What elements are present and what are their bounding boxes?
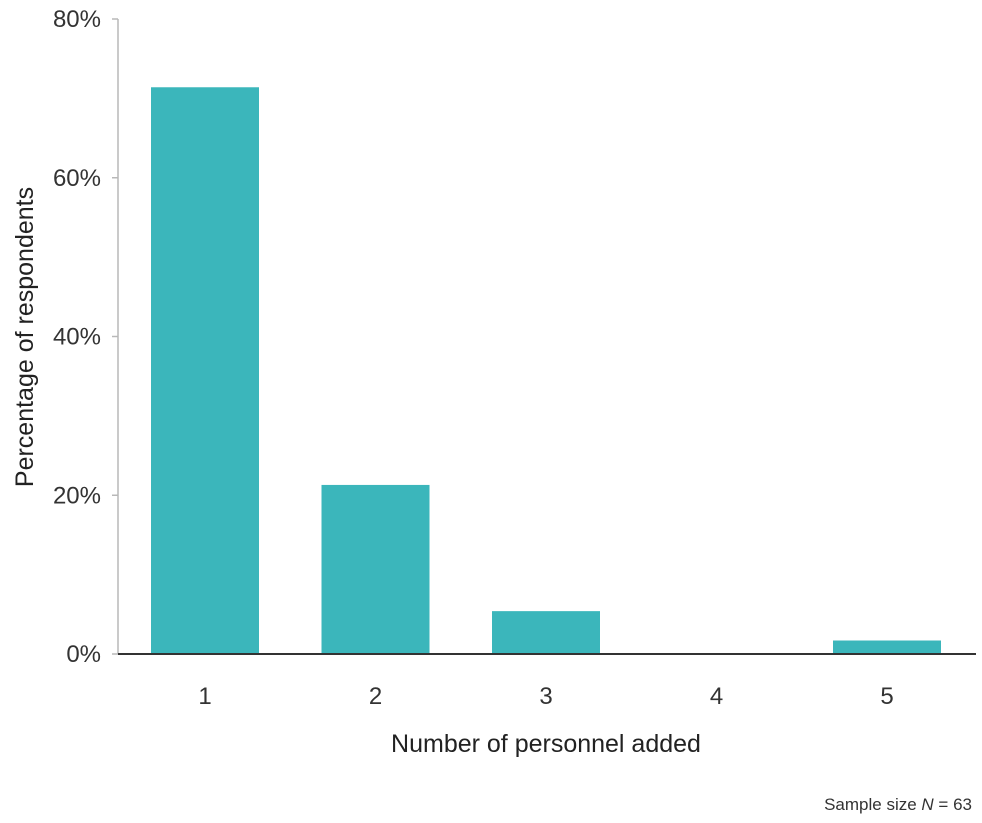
x-axis-title: Number of personnel added xyxy=(391,730,701,758)
x-tick-label: 4 xyxy=(710,683,723,710)
y-axis-title: Percentage of respondents xyxy=(11,187,39,487)
bars xyxy=(151,87,941,654)
sample-size-n: N xyxy=(921,795,934,814)
y-tick-label: 60% xyxy=(53,165,101,192)
bar-2 xyxy=(321,484,430,654)
x-tick-label: 2 xyxy=(369,683,382,710)
x-tick-label: 3 xyxy=(539,683,552,710)
x-axis-ticks: 1 2 3 4 5 xyxy=(198,683,893,710)
y-tick-label: 80% xyxy=(53,6,101,33)
y-tick-label: 40% xyxy=(53,324,101,351)
y-axis-ticks: 0% 20% 40% 60% 80% xyxy=(53,6,118,668)
bar-1 xyxy=(151,87,259,654)
bar-5 xyxy=(833,640,941,654)
bar-3 xyxy=(492,611,600,654)
sample-size-suffix: = 63 xyxy=(934,795,972,814)
y-tick-label: 0% xyxy=(66,641,101,668)
x-tick-label: 1 xyxy=(198,683,211,710)
sample-size-prefix: Sample size xyxy=(824,795,921,814)
x-tick-label: 5 xyxy=(880,683,893,710)
y-tick-label: 20% xyxy=(53,482,101,509)
sample-size-note: Sample size N = 63 xyxy=(824,795,972,814)
